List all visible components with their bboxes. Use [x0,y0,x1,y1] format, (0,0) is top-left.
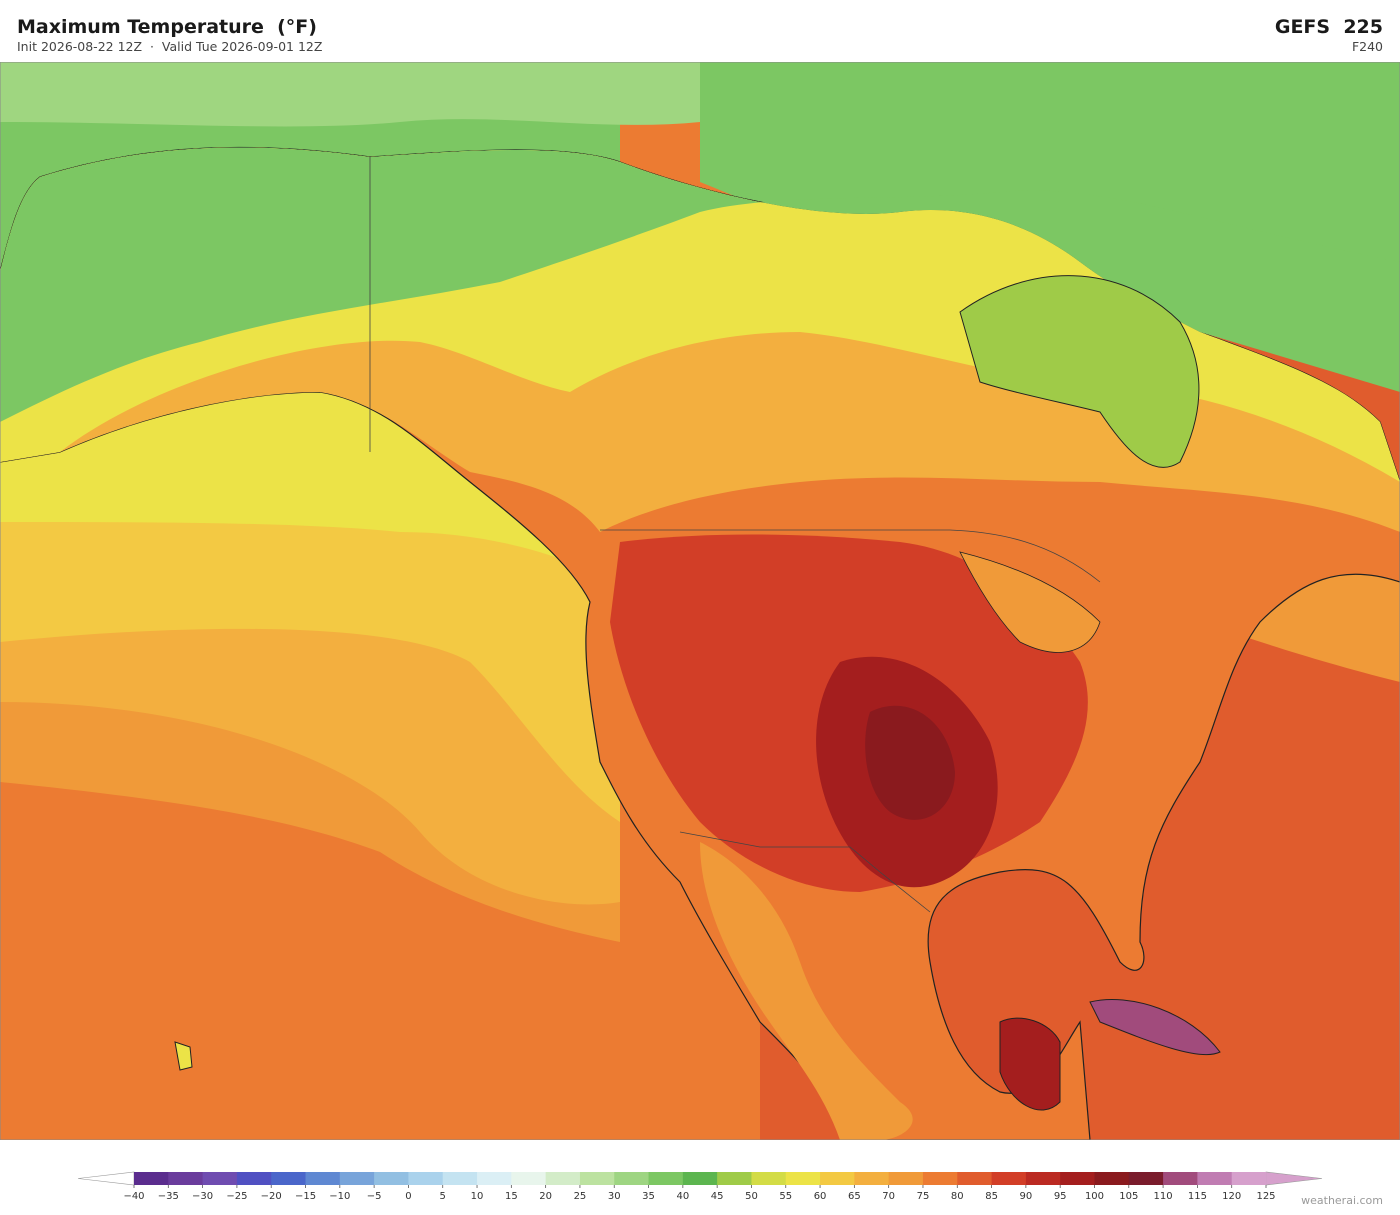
colorbar-segment [408,1172,444,1185]
colorbar-segment [1197,1172,1233,1185]
colorbar-segment [888,1172,924,1185]
colorbar-segment [1094,1172,1130,1185]
colorbar-tick-label: −5 [367,1191,382,1202]
colorbar: weatherai.com −40 −35 −30 −25 −20 −15 −10 −5 0 5 1… [77,1171,1383,1207]
colorbar-segment [1163,1172,1198,1185]
border [369,157,1101,583]
colorbar-tick-label: 65 [848,1191,861,1202]
colorbar-tick-label: 40 [676,1191,689,1202]
colorbar-segment [442,1172,478,1185]
colorbar-tick-label: 95 [1054,1191,1067,1202]
colorbar-tick-label: 80 [951,1191,964,1202]
border [679,831,931,913]
colorbar-tick-label: −35 [158,1191,179,1202]
colorbar-tick-label: −40 [123,1191,144,1202]
model-name: GEFS 225 [1274,16,1383,38]
land-zone [0,147,1400,422]
colorbar-segment [785,1172,821,1185]
colorbar-segment [682,1172,718,1185]
colorbar-tick-label: 25 [574,1191,587,1202]
colorbar-segment [236,1172,272,1185]
colorbar-segment [648,1172,684,1185]
colorbar-tick-label: 35 [642,1191,655,1202]
map-title: Maximum Temperature (°F) [17,16,317,38]
great-lakes [959,551,1101,653]
colorbar-segment [271,1172,306,1185]
colorbar-tick-label: 70 [882,1191,895,1202]
colorbar-segment [168,1172,204,1185]
colorbar-tick-label: 30 [608,1191,621,1202]
colorbar-segment [1231,1172,1267,1185]
hawaii [174,1041,193,1071]
colorbar-tick-label: 15 [505,1191,518,1202]
colorbar-segment [374,1172,409,1185]
colorbar-tick-label: 20 [539,1191,552,1202]
colorbar-segment [820,1172,855,1185]
colorbar-tick-label: −10 [329,1191,350,1202]
colorbar-segment [854,1172,890,1185]
land-zone [700,842,913,1140]
hudson-bay [959,275,1200,468]
colorbar-tick-label: 0 [405,1191,411,1202]
colorbar-tick-label: 5 [440,1191,446,1202]
colorbar-tick-label: 85 [985,1191,998,1202]
colorbar-tick-label: 110 [1154,1191,1173,1202]
watermark: weatherai.com [1301,1194,1383,1207]
colorbar-tick-label: −30 [192,1191,213,1202]
map-subtitle: Init 2026-08-22 12Z · Valid Tue 2026-09-… [17,39,323,54]
colorbar-segment [614,1172,649,1185]
colorbar-segment [751,1172,787,1185]
colorbar-segment [922,1172,958,1185]
colorbar-segment [339,1172,375,1185]
colorbar-tick-label: 55 [779,1191,792,1202]
colorbar-tick-label: 50 [745,1191,758,1202]
colorbar-segment [1128,1172,1164,1185]
cuba [1089,998,1221,1056]
temperature-map [0,62,1400,1140]
land-zone [865,705,955,820]
colorbar-segment [1025,1172,1061,1185]
colorbar-segment [202,1172,238,1185]
colorbar-tick-label: −15 [295,1191,316,1202]
colorbar-tick-label: −20 [261,1191,282,1202]
colorbar-tick-label: 90 [1020,1191,1033,1202]
colorbar-over [1265,1171,1323,1186]
colorbar-tick-label: 60 [814,1191,827,1202]
colorbar-tick-label: 10 [471,1191,484,1202]
colorbar-tick-label: 75 [917,1191,930,1202]
colorbar-segment [991,1172,1027,1185]
colorbar-under [77,1171,135,1186]
colorbar-tick-label: 45 [711,1191,724,1202]
colorbar-segment [957,1172,992,1185]
yucatan [999,1017,1061,1111]
band [0,62,700,127]
colorbar-segment [134,1172,169,1185]
colorbar-segment [579,1172,615,1185]
colorbar-segment [305,1172,341,1185]
forecast-hour: F240 [1351,39,1383,54]
colorbar-tick-label: 120 [1222,1191,1241,1202]
colorbar-segment [717,1172,752,1185]
colorbar-tick-label: −25 [226,1191,247,1202]
colorbar-tick-label: 125 [1256,1191,1275,1202]
colorbar-segment [511,1172,547,1185]
colorbar-segment [1060,1172,1095,1185]
colorbar-tick-label: 115 [1188,1191,1207,1202]
colorbar-tick-label: 105 [1119,1191,1138,1202]
colorbar-segment [545,1172,581,1185]
colorbar-segment [477,1172,512,1185]
colorbar-tick-label: 100 [1085,1191,1104,1202]
